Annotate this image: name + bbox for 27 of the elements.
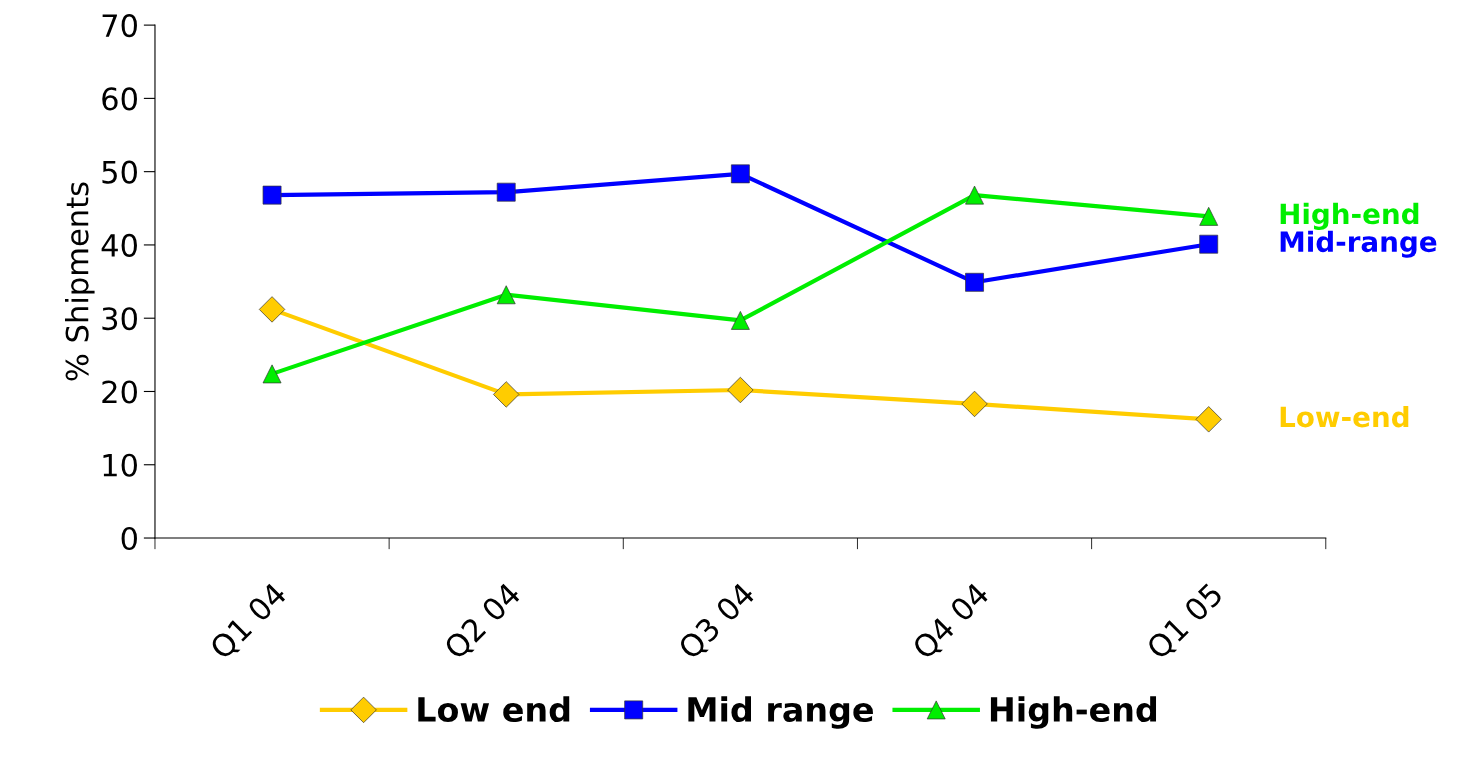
- x-tick-label: Q1 05: [1145, 581, 1227, 663]
- annotation: High-end: [1280, 202, 1419, 230]
- annotation: Mid-range: [1280, 230, 1437, 258]
- x-tick-label: Q4 04: [911, 581, 993, 663]
- y-tick-label: 70: [102, 14, 137, 38]
- x-tick-label: Q1 04: [208, 581, 291, 663]
- point: [1195, 406, 1222, 433]
- y-axis-title: % Shipments: [65, 182, 95, 381]
- point: [1199, 234, 1219, 254]
- y-tick-label: 10: [103, 453, 137, 477]
- point: [496, 182, 516, 202]
- annotation: Low-end: [1280, 405, 1409, 428]
- point: [727, 376, 754, 404]
- point: [965, 272, 984, 292]
- point: [258, 296, 286, 323]
- y-tick-label: 50: [102, 160, 137, 184]
- legend-label: High-end: [990, 696, 1157, 729]
- point: [496, 285, 516, 305]
- y-tick-label: 60: [102, 87, 137, 111]
- y-tick-label: 40: [101, 233, 137, 257]
- x-tick-label: Q2 04: [442, 581, 525, 663]
- y-tick-label: 30: [102, 307, 137, 331]
- x-tick-label: Q3 04: [676, 581, 759, 663]
- legend-label: Low end: [418, 696, 570, 723]
- y-tick-label: 20: [102, 380, 137, 404]
- y-tick-label: 0: [121, 526, 137, 551]
- legend-label: Mid range: [688, 696, 873, 729]
